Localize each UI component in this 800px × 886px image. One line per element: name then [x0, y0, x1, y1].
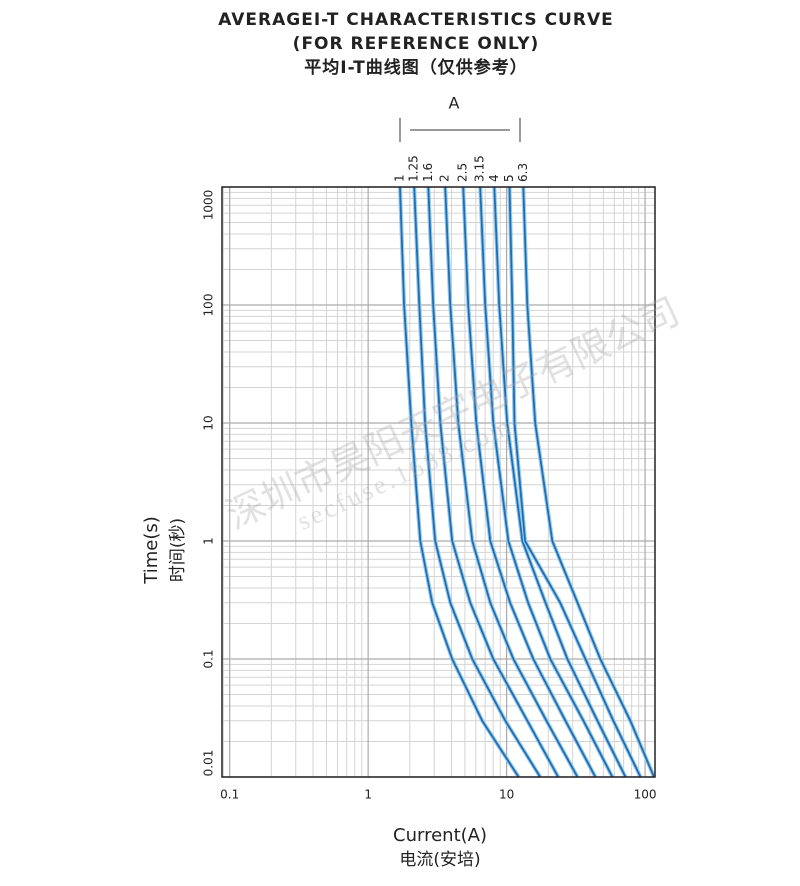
- series-label: 2: [438, 174, 452, 182]
- series-label: 4: [487, 174, 501, 182]
- x-axis-label-cn: 电流(安培): [399, 850, 480, 870]
- curve: [413, 186, 541, 778]
- x-tick-label: 10: [499, 788, 514, 802]
- x-tick-label: 1: [364, 788, 372, 802]
- curve: [479, 186, 614, 778]
- y-tick-label: 0.01: [202, 750, 216, 777]
- y-tick-label: 1000: [202, 190, 216, 221]
- curve: [444, 186, 579, 778]
- y-tick-label: 100: [202, 294, 216, 317]
- plot-frame: [221, 186, 656, 778]
- series-label: 1.6: [421, 163, 435, 182]
- curve: [427, 186, 559, 778]
- curve: [508, 186, 642, 778]
- curve: [522, 186, 655, 778]
- y-tick-label: 0.1: [202, 649, 216, 668]
- series-label: 6.3: [516, 163, 530, 182]
- bracket-label: A: [449, 94, 460, 113]
- series-label: 1: [393, 174, 407, 182]
- y-tick-label: 1: [202, 537, 216, 545]
- series-label: 1.25: [407, 155, 421, 182]
- curves: [398, 186, 656, 779]
- x-tick-label: 100: [634, 788, 657, 802]
- bracket: [399, 118, 521, 142]
- series-label: 2.5: [456, 163, 470, 182]
- x-tick-label: 0.1: [220, 788, 239, 802]
- x-axis-label: Current(A): [393, 825, 487, 846]
- series-label: 5: [502, 174, 516, 182]
- y-tick-label: 10: [202, 415, 216, 430]
- chart-subtitle: (FOR REFERENCE ONLY): [293, 34, 540, 54]
- grid: [222, 186, 655, 778]
- curve: [493, 186, 627, 778]
- curve: [399, 186, 520, 778]
- chart-title: AVERAGEI-T CHARACTERISTICS CURVE: [218, 10, 613, 30]
- y-axis-label-cn: 时间(秒): [168, 518, 188, 582]
- curve: [462, 186, 597, 778]
- y-axis-label: Time(s): [141, 516, 162, 584]
- series-label: 3.15: [473, 155, 487, 182]
- chart-title-cn: 平均I-T曲线图（仅供参考）: [304, 57, 527, 78]
